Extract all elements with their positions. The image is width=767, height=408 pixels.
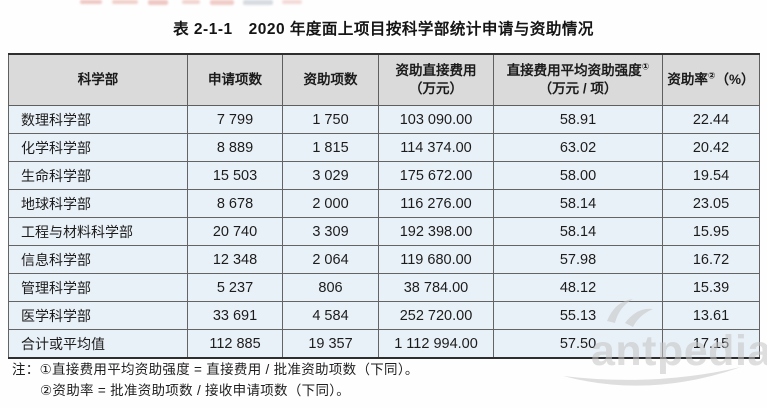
value-cell: 3 309 (282, 217, 379, 246)
header-row: 科学部 申请项数 资助项数 资助直接费用 （万元） 直接费用平均资助强度① （万元 / 项）… (8, 53, 760, 106)
table-row: 信息科学部 12 348 2 064 119 680.00 57.98 16.72 (8, 245, 760, 274)
value-cell: 116 276.00 (378, 189, 494, 218)
table-row: 工程与材料科学部 20 740 3 309 192 398.00 58.14 15.95 (8, 217, 760, 246)
dept-cell: 医学科学部 (8, 301, 188, 330)
value-cell: 7 799 (187, 105, 283, 134)
footnote-2-text: ②资助率 = 批准资助项数 / 接收申请项数（下同）。 (40, 383, 351, 398)
value-cell: 48.12 (493, 273, 663, 302)
col-header-funded-direct-cost: 资助直接费用 （万元） (378, 53, 494, 106)
dept-cell: 工程与材料科学部 (8, 217, 188, 246)
value-cell: 1 815 (282, 133, 379, 162)
value-cell: 19.54 (662, 161, 760, 190)
value-cell: 58.14 (493, 217, 663, 246)
value-cell: 16.72 (662, 245, 760, 274)
cropped-text-artifact (0, 0, 767, 7)
value-cell: 2 000 (282, 189, 379, 218)
dept-cell: 地球科学部 (8, 189, 188, 218)
dept-cell: 化学科学部 (8, 133, 188, 162)
value-cell: 5 237 (187, 273, 283, 302)
dept-cell: 管理科学部 (8, 273, 188, 302)
statistics-table: 科学部 申请项数 资助项数 资助直接费用 （万元） 直接费用平均资助强度① （万元 / 项）… (8, 53, 760, 359)
value-cell: 33 691 (187, 301, 283, 330)
value-cell: 19 357 (282, 329, 379, 359)
value-cell: 55.13 (493, 301, 663, 330)
value-cell: 20 740 (187, 217, 283, 246)
value-cell: 8 889 (187, 133, 283, 162)
col-header-funding-rate: 资助率②（%） (662, 53, 760, 106)
value-cell: 119 680.00 (378, 245, 494, 274)
table-body: 数理科学部 7 799 1 750 103 090.00 58.91 22.44 化学科学部… (8, 105, 760, 359)
col-header-average-funding-intensity: 直接费用平均资助强度① （万元 / 项） (493, 53, 663, 106)
dept-cell: 信息科学部 (8, 245, 188, 274)
value-cell: 58.14 (493, 189, 663, 218)
footnote-1: 注：①直接费用平均资助强度 = 直接费用 / 批准资助项数（下同）。 (12, 359, 419, 380)
footnote-1-text: ①直接费用平均资助强度 = 直接费用 / 批准资助项数（下同）。 (39, 362, 419, 377)
value-cell: 58.91 (493, 105, 663, 134)
table-header: 科学部 申请项数 资助项数 资助直接费用 （万元） 直接费用平均资助强度① （万元 / 项）… (8, 53, 760, 106)
value-cell: 192 398.00 (378, 217, 494, 246)
value-cell: 1 112 994.00 (378, 329, 494, 359)
value-cell: 15.95 (662, 217, 760, 246)
dept-cell: 合计或平均值 (8, 329, 188, 359)
table-row: 生命科学部 15 503 3 029 175 672.00 58.00 19.54 (8, 161, 760, 190)
dept-cell: 生命科学部 (8, 161, 188, 190)
value-cell: 22.44 (662, 105, 760, 134)
footnote-2: ②资助率 = 批准资助项数 / 接收申请项数（下同）。 (12, 380, 419, 401)
value-cell: 13.61 (662, 301, 760, 330)
value-cell: 15 503 (187, 161, 283, 190)
col-header-science-department: 科学部 (8, 53, 188, 106)
value-cell: 57.98 (493, 245, 663, 274)
table-row: 合计或平均值 112 885 19 357 1 112 994.00 57.50 17.1… (8, 329, 760, 359)
value-cell: 112 885 (187, 329, 283, 359)
value-cell: 15.39 (662, 273, 760, 302)
value-cell: 4 584 (282, 301, 379, 330)
value-cell: 175 672.00 (378, 161, 494, 190)
table-row: 医学科学部 33 691 4 584 252 720.00 55.13 13.61 (8, 301, 760, 330)
value-cell: 252 720.00 (378, 301, 494, 330)
value-cell: 3 029 (282, 161, 379, 190)
table-row: 数理科学部 7 799 1 750 103 090.00 58.91 22.44 (8, 105, 760, 134)
footnotes: 注：①直接费用平均资助强度 = 直接费用 / 批准资助项数（下同）。 ②资助率 … (12, 359, 419, 401)
dept-cell: 数理科学部 (8, 105, 188, 134)
value-cell: 2 064 (282, 245, 379, 274)
value-cell: 8 678 (187, 189, 283, 218)
footnote-prefix: 注： (12, 362, 40, 377)
table-title: 表 2-1-1 2020 年度面上项目按科学部统计申请与资助情况 (173, 21, 594, 38)
value-cell: 806 (282, 273, 379, 302)
value-cell: 17.15 (662, 329, 760, 359)
value-cell: 58.00 (493, 161, 663, 190)
value-cell: 103 090.00 (378, 105, 494, 134)
col-header-applied-projects: 申请项数 (187, 53, 283, 106)
value-cell: 23.05 (662, 189, 760, 218)
value-cell: 114 374.00 (378, 133, 494, 162)
table-row: 地球科学部 8 678 2 000 116 276.00 58.14 23.05 (8, 189, 760, 218)
col-header-funded-projects: 资助项数 (282, 53, 379, 106)
value-cell: 1 750 (282, 105, 379, 134)
value-cell: 63.02 (493, 133, 663, 162)
value-cell: 20.42 (662, 133, 760, 162)
value-cell: 57.50 (493, 329, 663, 359)
value-cell: 38 784.00 (378, 273, 494, 302)
table-row: 管理科学部 5 237 806 38 784.00 48.12 15.39 (8, 273, 760, 302)
value-cell: 12 348 (187, 245, 283, 274)
table-row: 化学科学部 8 889 1 815 114 374.00 63.02 20.42 (8, 133, 760, 162)
